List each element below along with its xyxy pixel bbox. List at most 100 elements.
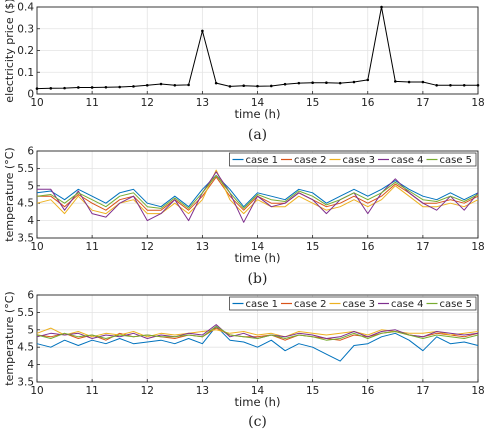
x-axis-label: time (h) (235, 107, 281, 121)
x-tick-label: 11 (85, 97, 98, 109)
y-tick-label: 5.5 (17, 163, 34, 175)
data-point (228, 85, 232, 88)
x-tick-label: 18 (471, 97, 484, 109)
series-line-3 (36, 327, 479, 338)
series-line-5 (36, 325, 479, 341)
legend-label: case 5 (440, 299, 473, 310)
data-point (338, 81, 342, 85)
data-point (214, 81, 218, 85)
series-line-1 (36, 325, 479, 362)
data-point (63, 86, 66, 90)
y-tick-label: 4 (27, 359, 34, 371)
y-axis-label: electricity price ($) (3, 0, 16, 103)
series-line-1 (36, 174, 479, 208)
data-point (145, 84, 149, 87)
x-tick-label: 12 (141, 241, 154, 253)
y-tick-label: 6 (27, 290, 34, 302)
data-point (449, 84, 452, 87)
data-point (256, 84, 259, 88)
x-tick-label: 17 (416, 97, 429, 109)
x-tick-label: 18 (471, 385, 484, 397)
x-tick-label: 11 (85, 241, 98, 253)
data-point (380, 5, 383, 9)
series-line-3 (36, 169, 479, 215)
data-point (283, 82, 287, 86)
x-tick-label: 16 (361, 385, 375, 397)
y-tick-label: 4 (27, 215, 34, 227)
data-point (90, 86, 94, 89)
legend: case 1 case 2 case 3 case 4 case 5 (229, 152, 477, 167)
legend-box (229, 152, 477, 167)
data-point (462, 84, 466, 87)
series-line-5 (36, 174, 479, 209)
x-tick-label: 11 (85, 385, 98, 397)
x-tick-label: 14 (251, 97, 265, 109)
x-tick-label: 15 (306, 97, 319, 109)
data-point (269, 84, 273, 88)
y-tick-label: 3.5 (17, 377, 34, 389)
y-tick-label: 5 (27, 180, 34, 192)
x-tick-label: 18 (471, 241, 484, 253)
x-tick-label: 14 (251, 241, 265, 253)
panel-caption: (b) (248, 271, 268, 287)
x-tick-label: 17 (416, 385, 429, 397)
x-tick-label: 13 (196, 97, 209, 109)
data-point (173, 84, 177, 87)
data-point (476, 84, 480, 87)
x-tick-label: 10 (30, 241, 43, 253)
x-tick-label: 13 (196, 241, 209, 253)
x-tick-label: 12 (141, 97, 154, 109)
x-tick-label: 12 (141, 385, 154, 397)
y-tick-label: 0.1 (17, 67, 34, 79)
legend-label: case 5 (440, 155, 473, 166)
legend-label: case 4 (391, 155, 424, 166)
chart-panel-3: 10 11 12 13 14 15 16 17 18 3.5 4 4.5 5 5.5 6 time (h) te… (3, 290, 485, 430)
data-point (421, 80, 425, 84)
x-tick-label: 13 (196, 385, 209, 397)
x-axis-label: time (h) (235, 251, 281, 265)
chart-panel-2: 10 11 12 13 14 15 16 17 18 3.5 4 4.5 5 5.5 6 time (h) te… (3, 146, 485, 288)
data-point (325, 81, 328, 84)
data-point (394, 80, 397, 83)
y-tick-label: 0.3 (17, 23, 34, 35)
y-tick-label: 6 (27, 146, 34, 158)
data-point (104, 85, 108, 89)
y-tick-label: 0 (27, 89, 34, 101)
legend-label: case 2 (294, 155, 327, 166)
data-point (311, 81, 314, 84)
y-tick-label: 5.5 (17, 307, 34, 319)
y-tick-label: 4.5 (17, 342, 34, 354)
data-point (201, 29, 204, 33)
data-point (352, 80, 356, 84)
y-axis-label: temperature (°C) (3, 147, 16, 241)
panel-caption: (c) (248, 414, 267, 430)
legend-label: case 3 (343, 299, 376, 310)
legend-label: case 1 (246, 299, 279, 310)
x-tick-label: 16 (361, 97, 375, 109)
x-tick-label: 10 (30, 97, 43, 109)
legend-label: case 4 (391, 299, 424, 310)
legend-label: case 3 (343, 155, 376, 166)
data-point (407, 80, 411, 84)
data-point (366, 78, 370, 82)
x-tick-label: 17 (416, 241, 429, 253)
x-tick-label: 16 (361, 241, 375, 253)
legend-label: case 2 (294, 299, 327, 310)
data-point (77, 86, 80, 89)
legend: case 1 case 2 case 3 case 4 case 5 (229, 296, 477, 311)
y-tick-label: 5 (27, 324, 34, 336)
y-tick-label: 0.2 (17, 45, 34, 57)
y-axis-label: temperature (°C) (3, 291, 16, 385)
chart-panel-1: 10 11 12 13 14 15 16 17 18 0 0.1 0.2 0.3 0.4 time (h) e… (3, 0, 485, 143)
y-tick-label: 4.5 (17, 198, 34, 210)
x-tick-label: 15 (306, 385, 319, 397)
data-point (297, 81, 301, 85)
x-tick-label: 15 (306, 241, 319, 253)
legend-label: case 1 (246, 155, 279, 166)
legend-box (229, 296, 477, 311)
data-point (35, 87, 39, 90)
x-tick-label: 14 (251, 385, 265, 397)
data-point (49, 87, 53, 90)
data-point (242, 84, 246, 88)
